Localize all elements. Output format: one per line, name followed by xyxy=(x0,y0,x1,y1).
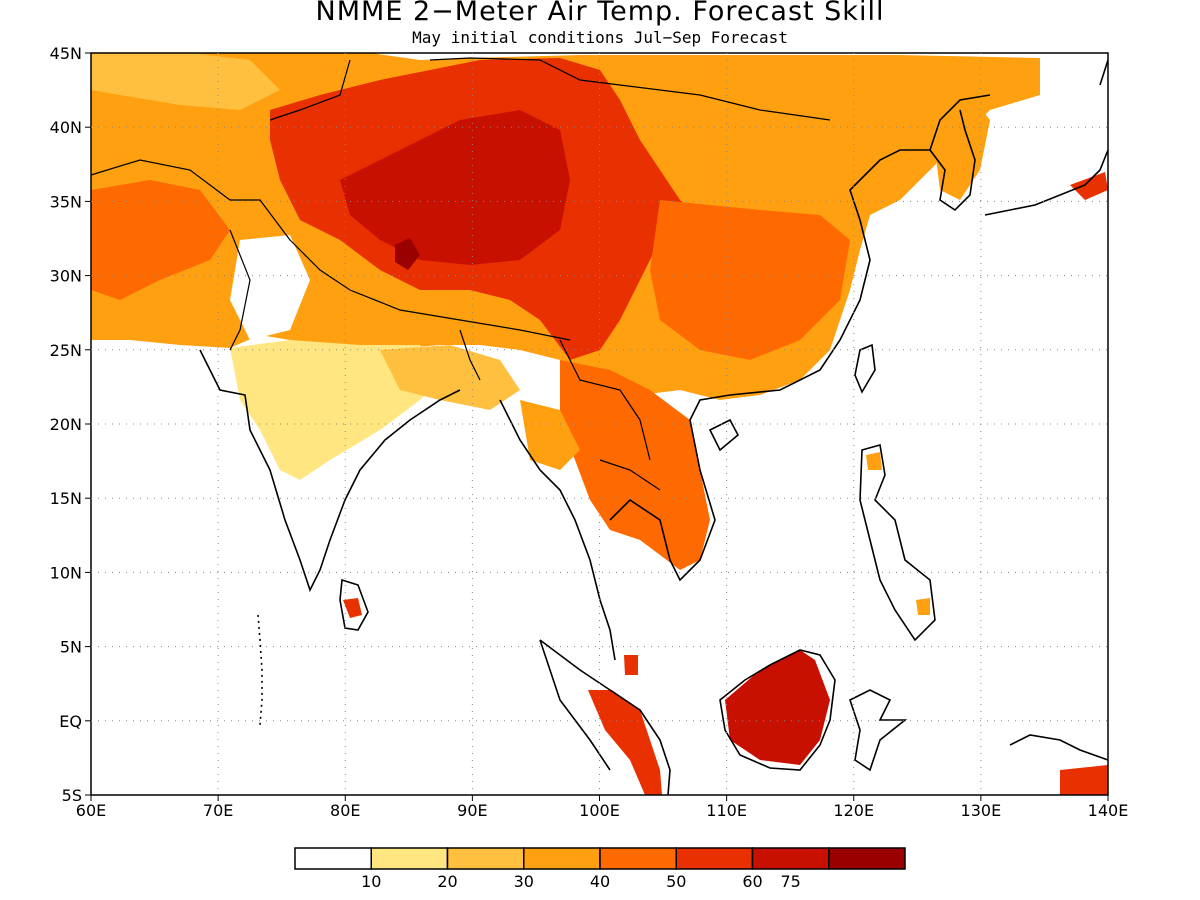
region-ganges xyxy=(380,345,520,410)
y-tick-label: 45N xyxy=(50,44,82,63)
region-kazakh xyxy=(91,53,280,110)
x-tick-label: 110E xyxy=(706,801,747,820)
region-indochina xyxy=(560,360,710,570)
colorbar-label: 40 xyxy=(590,872,610,891)
region-india-central xyxy=(230,235,310,340)
colorbar-swatch xyxy=(294,847,372,870)
coastline-sulawesi xyxy=(849,689,908,772)
coastline-sumatra xyxy=(539,639,671,796)
coastline-korea xyxy=(929,109,976,212)
x-tick-label: 60E xyxy=(76,801,106,820)
x-tick-label: 80E xyxy=(330,801,360,820)
region-tibet-core xyxy=(340,110,570,265)
x-tick-label: 100E xyxy=(579,801,620,820)
region-new-guinea xyxy=(1060,765,1108,795)
colorbar-swatch xyxy=(523,847,601,870)
colorbar-label: 30 xyxy=(514,872,534,891)
colorbar-swatch xyxy=(599,847,677,870)
coastline-hainan xyxy=(708,418,740,452)
y-tick-label: 20N xyxy=(50,415,82,434)
coastline-india xyxy=(199,349,461,593)
region-malaya xyxy=(624,655,638,675)
coastline-philippines xyxy=(859,443,936,642)
colorbar-label: 20 xyxy=(437,872,457,891)
coastline-sri-lanka xyxy=(339,578,369,631)
y-tick-label: 35N xyxy=(50,192,82,211)
coastline-japan xyxy=(984,59,1109,216)
y-tick-label: 5S xyxy=(62,786,82,805)
region-burma xyxy=(520,400,580,470)
colorbar-swatch xyxy=(828,847,906,870)
region-india-north xyxy=(230,340,440,480)
colorbar-label: 60 xyxy=(742,872,762,891)
y-tick-label: EQ xyxy=(59,712,82,731)
colorbar-swatch xyxy=(370,847,449,870)
region-sumatra xyxy=(588,690,662,795)
coastline-china xyxy=(729,94,991,396)
grid-layer xyxy=(91,53,1108,795)
region-japan-south xyxy=(1070,172,1108,200)
tick-layer: 60E 70E 80E 90E 100E 110E 120E 130E 140E 45N 40N 35… xyxy=(50,44,1129,820)
region-east-china xyxy=(650,200,850,360)
x-tick-label: 120E xyxy=(833,801,874,820)
x-tick-label: 140E xyxy=(1088,801,1129,820)
colorbar-label: 10 xyxy=(361,872,381,891)
colorbar-swatch xyxy=(446,847,525,870)
colorbar-label: 50 xyxy=(666,872,686,891)
coastline-maldives xyxy=(257,614,263,726)
region-borneo xyxy=(725,650,830,765)
map-title: NMME 2−Meter Air Temp. Forecast Skill xyxy=(315,0,885,27)
y-tick-label: 30N xyxy=(50,267,82,286)
region-philippines xyxy=(866,452,930,615)
coastline-new-guinea xyxy=(1009,734,1109,761)
map-subtitle: May initial conditions Jul−Sep Forecast xyxy=(412,28,788,47)
y-tick-label: 40N xyxy=(50,118,82,137)
coastline-borneo xyxy=(719,649,836,771)
border-lines xyxy=(90,57,831,491)
x-tick-label: 130E xyxy=(961,801,1002,820)
colorbar-label: 75 xyxy=(780,872,800,891)
colorbar: 10 20 30 40 50 60 75 xyxy=(294,847,906,891)
x-tick-label: 90E xyxy=(457,801,487,820)
region-sri-lanka xyxy=(343,598,362,618)
y-tick-label: 10N xyxy=(50,563,82,582)
region-iran-warm xyxy=(91,180,230,300)
y-tick-label: 15N xyxy=(50,489,82,508)
colorbar-swatch xyxy=(675,847,754,870)
y-tick-label: 25N xyxy=(50,341,82,360)
coastline-taiwan xyxy=(854,343,876,394)
skill-fill-layer xyxy=(91,53,1108,795)
colorbar-swatch xyxy=(751,847,830,870)
x-tick-label: 70E xyxy=(203,801,233,820)
coastline-indochina xyxy=(499,394,731,661)
coastline-layer xyxy=(90,57,1109,796)
region-tibet-peak xyxy=(395,238,420,270)
y-tick-label: 5N xyxy=(60,638,82,657)
